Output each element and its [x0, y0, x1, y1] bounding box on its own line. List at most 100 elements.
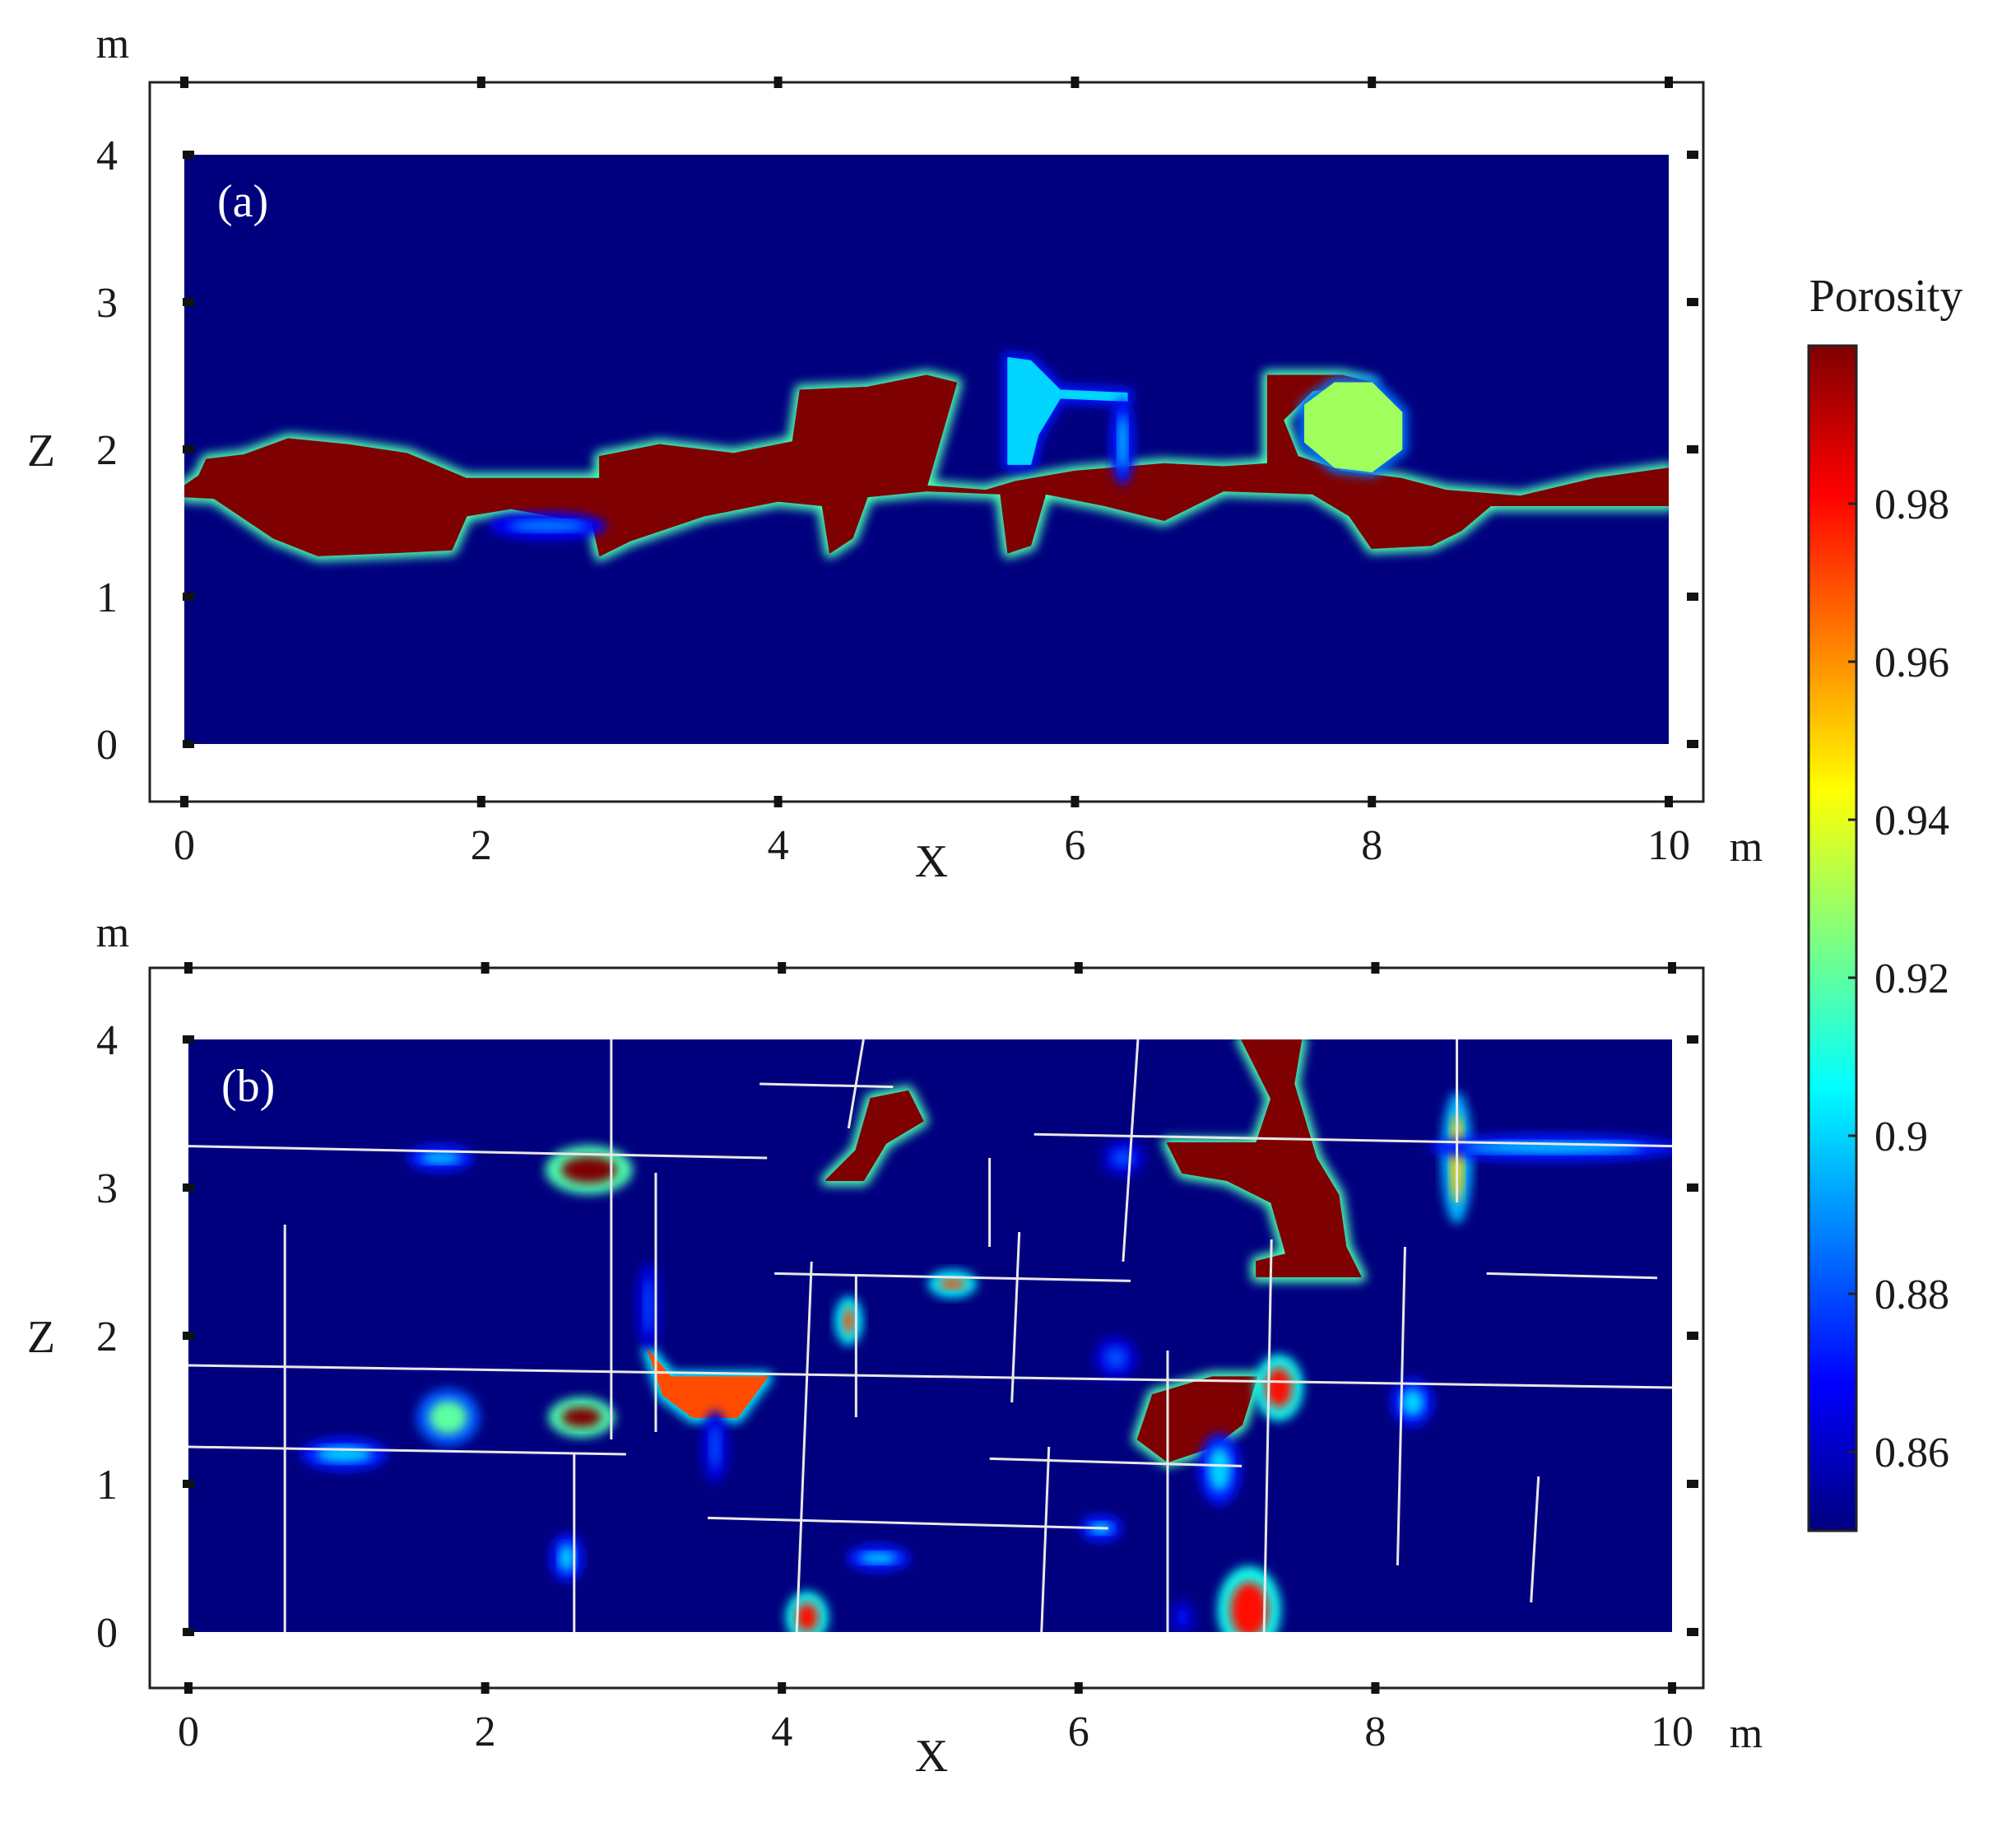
y-tick-mark — [183, 1628, 194, 1636]
fracture-line — [708, 1516, 1108, 1530]
y-tick-mark — [183, 445, 194, 453]
porosity-zone — [561, 1156, 617, 1183]
y-tick-label: 1 — [96, 1462, 118, 1509]
x-tick-label: 4 — [768, 822, 789, 869]
porosity-zone — [1166, 1039, 1362, 1277]
x-tick-mark — [481, 1682, 490, 1694]
porosity-zone — [1304, 382, 1403, 472]
fracture-line — [1034, 1132, 1672, 1148]
x-tick-label: 8 — [1364, 1709, 1386, 1755]
x-tick-mark — [1368, 796, 1377, 807]
colorbar-tick-label: 0.94 — [1874, 797, 1949, 844]
y-tick-label: 2 — [96, 427, 118, 474]
x-tick-mark — [1665, 77, 1673, 88]
y-tick-label: 4 — [96, 1017, 118, 1064]
fracture-line — [759, 1082, 894, 1089]
porosity-zone — [561, 1407, 602, 1428]
porosity-zone — [825, 1090, 924, 1181]
x-axis-label: X — [915, 836, 948, 887]
fracture-line — [1262, 1239, 1273, 1632]
y-tick-label: 4 — [96, 133, 118, 179]
x-tick-mark — [1665, 796, 1673, 807]
panel-a: 0 2 4 6 8 10 0 1 2 3 4 m m X Z (a) — [27, 21, 1763, 887]
y-tick-mark — [183, 593, 194, 601]
fracture-line — [188, 1445, 626, 1456]
x-tick-label: 2 — [475, 1709, 496, 1755]
colorbar-scale — [1807, 344, 1858, 1532]
y-tick-mark — [1687, 1480, 1698, 1488]
y-tick-mark — [1687, 1183, 1698, 1192]
porosity-zone — [1265, 1367, 1293, 1408]
panel-label: (a) — [217, 176, 268, 227]
x-tick-mark — [1668, 962, 1676, 974]
x-tick-mark — [481, 962, 490, 974]
panel-b: 0 2 4 6 8 10 0 1 2 3 4 m m X Z (b) — [27, 909, 1763, 1782]
y-unit-label: m — [96, 21, 129, 67]
colorbar: Porosity 0.86 0.88 0.9 0.92 0.94 0.96 0.98 — [1807, 271, 1963, 1532]
y-tick-label: 3 — [96, 1165, 118, 1212]
colorbar-tick-label: 0.9 — [1874, 1114, 1928, 1160]
colorbar-tick-label: 0.96 — [1874, 639, 1949, 686]
fracture-line — [188, 1145, 768, 1160]
x-tick-mark — [1668, 1682, 1676, 1694]
porosity-zone — [709, 1425, 721, 1469]
colorbar-tick-label: 0.88 — [1874, 1272, 1949, 1318]
porosity-zone — [1104, 1346, 1127, 1369]
x-unit-label: m — [1730, 1710, 1763, 1757]
porosity-zone — [859, 1552, 898, 1564]
x-tick-mark — [1071, 77, 1080, 88]
porosity-zone — [1007, 357, 1128, 465]
colorbar-tick-label: 0.98 — [1874, 481, 1949, 528]
x-tick-label: 10 — [1651, 1709, 1693, 1755]
porosity-zone — [647, 1350, 769, 1418]
y-tick-mark — [1687, 151, 1698, 159]
porosity-zone — [1117, 414, 1127, 470]
fracture-line — [1396, 1246, 1406, 1566]
x-tick-mark — [1074, 1682, 1083, 1694]
x-tick-label: 0 — [174, 822, 195, 869]
y-tick-mark — [183, 740, 194, 748]
x-tick-mark — [184, 962, 193, 974]
y-tick-mark — [1687, 1332, 1698, 1340]
y-tick-mark — [183, 1480, 194, 1488]
x-tick-mark — [184, 1682, 193, 1694]
fracture-line — [774, 1272, 1131, 1282]
porosity-zone — [559, 1544, 575, 1572]
fracture-line — [1122, 1039, 1140, 1262]
x-tick-label: 6 — [1068, 1709, 1089, 1755]
x-tick-label: 2 — [471, 822, 492, 869]
y-tick-mark — [1687, 445, 1698, 453]
porosity-zone — [184, 374, 1669, 556]
x-tick-label: 0 — [178, 1709, 199, 1755]
y-tick-label: 3 — [96, 280, 118, 327]
x-tick-mark — [778, 1682, 787, 1694]
x-tick-label: 4 — [771, 1709, 792, 1755]
x-tick-mark — [180, 796, 188, 807]
porosity-zone — [509, 520, 588, 532]
y-tick-mark — [1687, 298, 1698, 306]
porosity-zone — [1177, 1608, 1188, 1626]
fracture-line — [795, 1261, 813, 1632]
fracture-line — [1040, 1446, 1051, 1632]
porosity-zone — [643, 1278, 653, 1334]
y-tick-mark — [183, 1332, 194, 1340]
porosity-zone — [796, 1602, 819, 1632]
x-axis-label: X — [915, 1731, 948, 1782]
x-tick-label: 8 — [1361, 822, 1382, 869]
fracture-network — [188, 1039, 1672, 1632]
x-tick-mark — [1071, 796, 1080, 807]
x-tick-label: 10 — [1647, 822, 1690, 869]
y-tick-label: 2 — [96, 1314, 118, 1360]
y-tick-mark — [1687, 740, 1698, 748]
porosity-field-background — [188, 1039, 1672, 1632]
fracture-line — [1486, 1272, 1658, 1280]
x-tick-mark — [476, 77, 485, 88]
y-tick-mark — [183, 1035, 194, 1044]
x-unit-label: m — [1730, 824, 1763, 871]
x-tick-mark — [778, 962, 787, 974]
colorbar-title: Porosity — [1809, 271, 1963, 322]
fracture-line — [1010, 1231, 1021, 1403]
fracture-line — [847, 1039, 865, 1129]
y-tick-mark — [1687, 1628, 1698, 1636]
